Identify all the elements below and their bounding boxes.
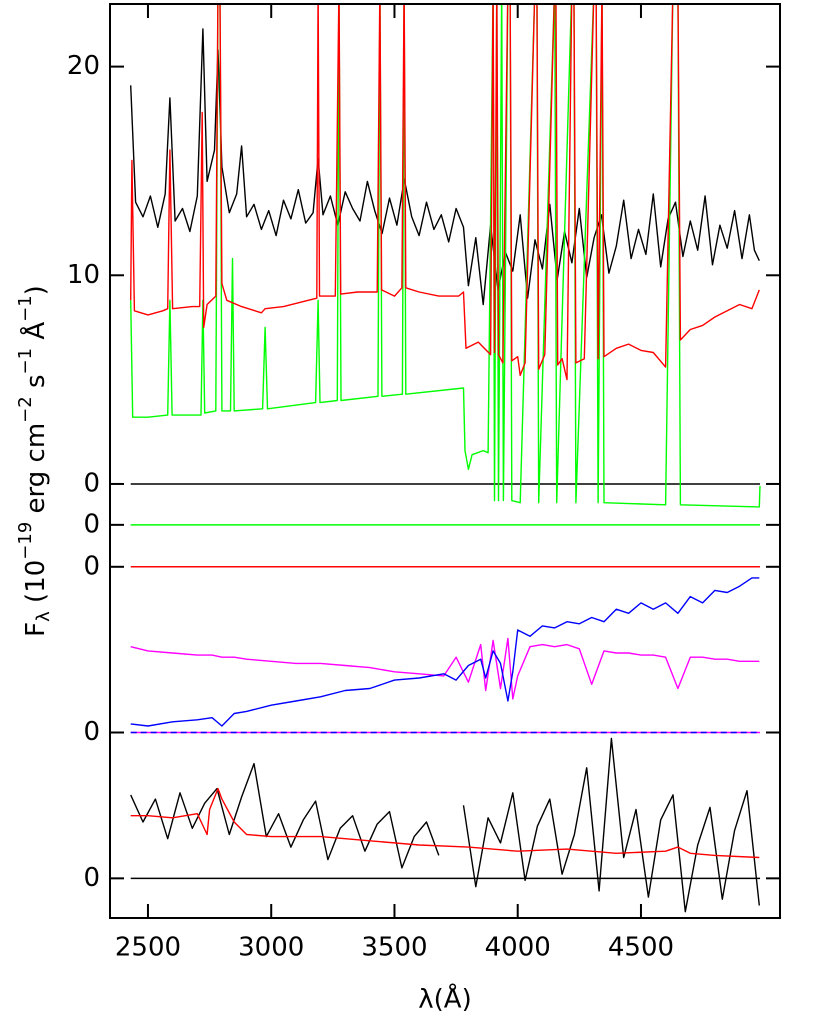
- spectrum-line: [130, 787, 760, 859]
- y-tick-label: 0: [83, 551, 100, 581]
- y-tick-label: 0: [83, 468, 100, 498]
- plot-area: [130, 4, 761, 913]
- x-tick-label: 2500: [115, 933, 181, 963]
- y-axis-label: Fλ (10−19 erg cm−2 s−1 Å−1): [15, 285, 54, 637]
- y-axis-label-part: Å: [19, 322, 51, 348]
- x-tick-label: 4500: [608, 933, 674, 963]
- y-tick-label: 0: [83, 717, 100, 747]
- y-axis-label-part: −1: [15, 295, 36, 322]
- y-axis-label-part: ): [21, 285, 51, 295]
- y-tick-label: 20: [67, 51, 100, 81]
- y-axis-label-part: λ: [33, 611, 54, 622]
- y-axis-label-part: (10: [21, 560, 51, 612]
- y-tick-label: 0: [83, 509, 100, 539]
- x-tick-label: 4000: [485, 933, 551, 963]
- y-axis-label-part: −19: [15, 522, 36, 560]
- x-tick-label: 3000: [238, 933, 304, 963]
- spectrum-line: [130, 577, 760, 727]
- x-axis-label: λ(Å): [418, 983, 471, 1015]
- spectrum-line: [130, 4, 761, 508]
- plot-frame: [109, 3, 781, 919]
- y-axis-label-part: erg cm: [21, 423, 51, 522]
- spectrum-line: [130, 737, 760, 913]
- y-tick-label: 10: [67, 260, 100, 290]
- spectrum-line: [130, 637, 760, 700]
- y-axis-label-part: s: [21, 374, 51, 396]
- y-axis-label-part: −2: [15, 396, 36, 423]
- y-axis-label-part: F: [21, 622, 51, 637]
- spectrum-line: [130, 4, 760, 381]
- y-axis-label-part: −1: [15, 348, 36, 375]
- spectrum-line: [130, 28, 760, 306]
- x-tick-label: 3500: [361, 933, 427, 963]
- y-tick-label: 0: [83, 863, 100, 893]
